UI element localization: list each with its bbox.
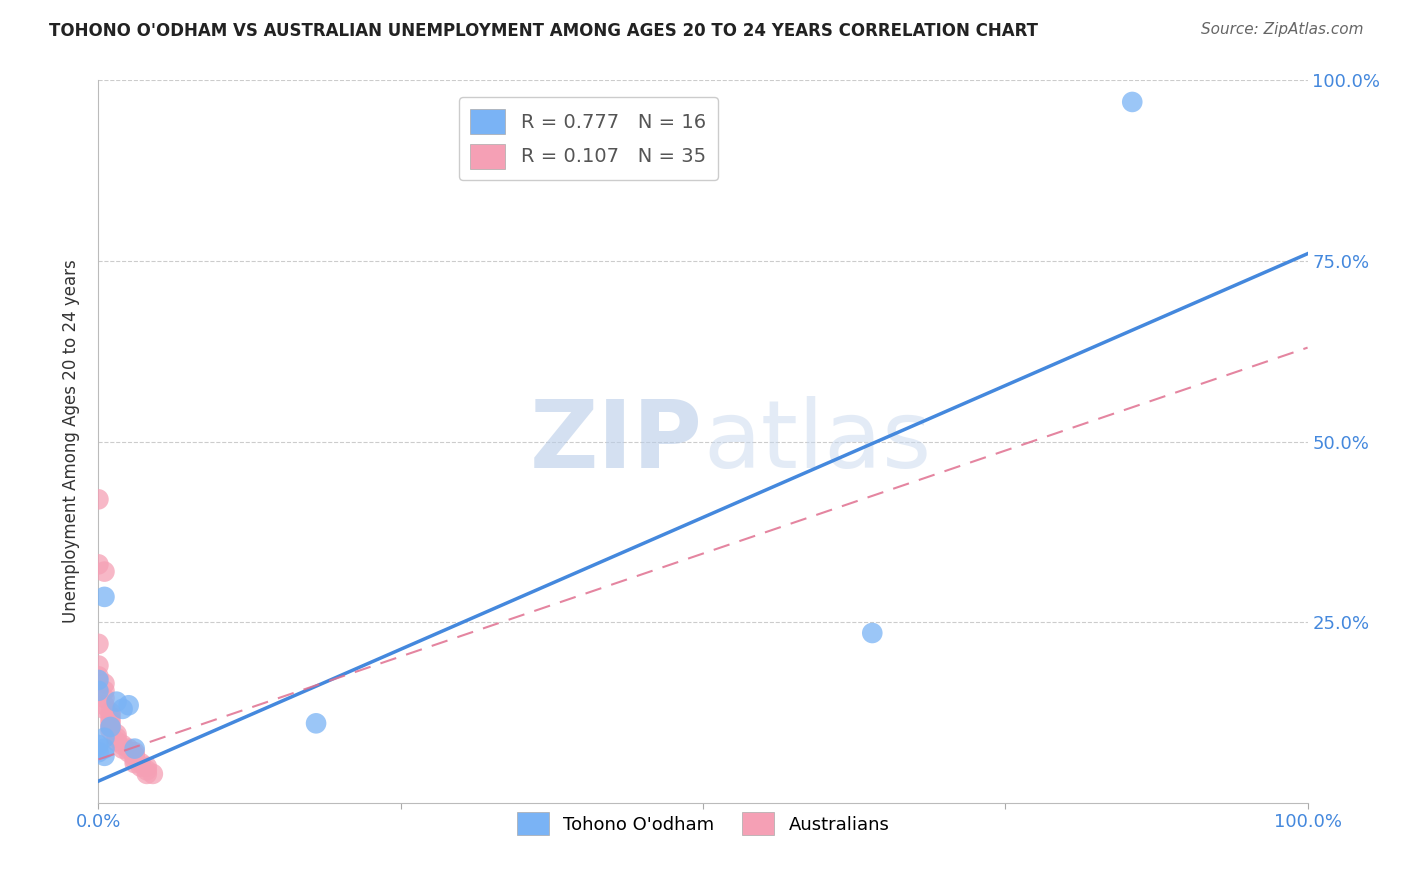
Point	[105, 727, 128, 741]
Y-axis label: Unemployment Among Ages 20 to 24 years: Unemployment Among Ages 20 to 24 years	[62, 260, 80, 624]
Point	[100, 713, 122, 727]
Point	[100, 720, 122, 734]
Point	[87, 558, 110, 572]
Point	[87, 673, 110, 687]
Point	[93, 683, 115, 698]
Point	[93, 702, 115, 716]
Point	[93, 676, 115, 690]
Point	[93, 731, 115, 745]
Point	[124, 752, 146, 766]
Point	[93, 691, 115, 706]
Legend: Tohono O'odham, Australians: Tohono O'odham, Australians	[508, 803, 898, 845]
Point	[87, 492, 110, 507]
Point	[105, 731, 128, 745]
Point	[135, 764, 157, 778]
Point	[124, 748, 146, 763]
Point	[87, 683, 110, 698]
Point	[111, 741, 134, 756]
Point	[118, 698, 141, 713]
Point	[93, 590, 115, 604]
Point	[118, 745, 141, 759]
Point	[1121, 95, 1143, 109]
Point	[860, 626, 883, 640]
Point	[124, 756, 146, 770]
Point	[105, 734, 128, 748]
Point	[105, 695, 128, 709]
Point	[87, 637, 110, 651]
Point	[129, 756, 152, 770]
Point	[135, 760, 157, 774]
Point	[100, 709, 122, 723]
Point	[87, 669, 110, 683]
Point	[87, 738, 110, 752]
Point	[93, 748, 115, 763]
Point	[135, 767, 157, 781]
Point	[93, 565, 115, 579]
Point	[87, 658, 110, 673]
Point	[93, 698, 115, 713]
Point	[124, 748, 146, 763]
Point	[100, 720, 122, 734]
Point	[111, 738, 134, 752]
Point	[100, 716, 122, 731]
Text: atlas: atlas	[703, 395, 931, 488]
Point	[111, 702, 134, 716]
Point	[305, 716, 328, 731]
Point	[100, 706, 122, 720]
Point	[93, 741, 115, 756]
Point	[124, 745, 146, 759]
Text: Source: ZipAtlas.com: Source: ZipAtlas.com	[1201, 22, 1364, 37]
Text: TOHONO O'ODHAM VS AUSTRALIAN UNEMPLOYMENT AMONG AGES 20 TO 24 YEARS CORRELATION : TOHONO O'ODHAM VS AUSTRALIAN UNEMPLOYMEN…	[49, 22, 1038, 40]
Point	[100, 723, 122, 738]
Point	[129, 760, 152, 774]
Point	[142, 767, 165, 781]
Point	[118, 741, 141, 756]
Point	[124, 741, 146, 756]
Text: ZIP: ZIP	[530, 395, 703, 488]
Point	[87, 745, 110, 759]
